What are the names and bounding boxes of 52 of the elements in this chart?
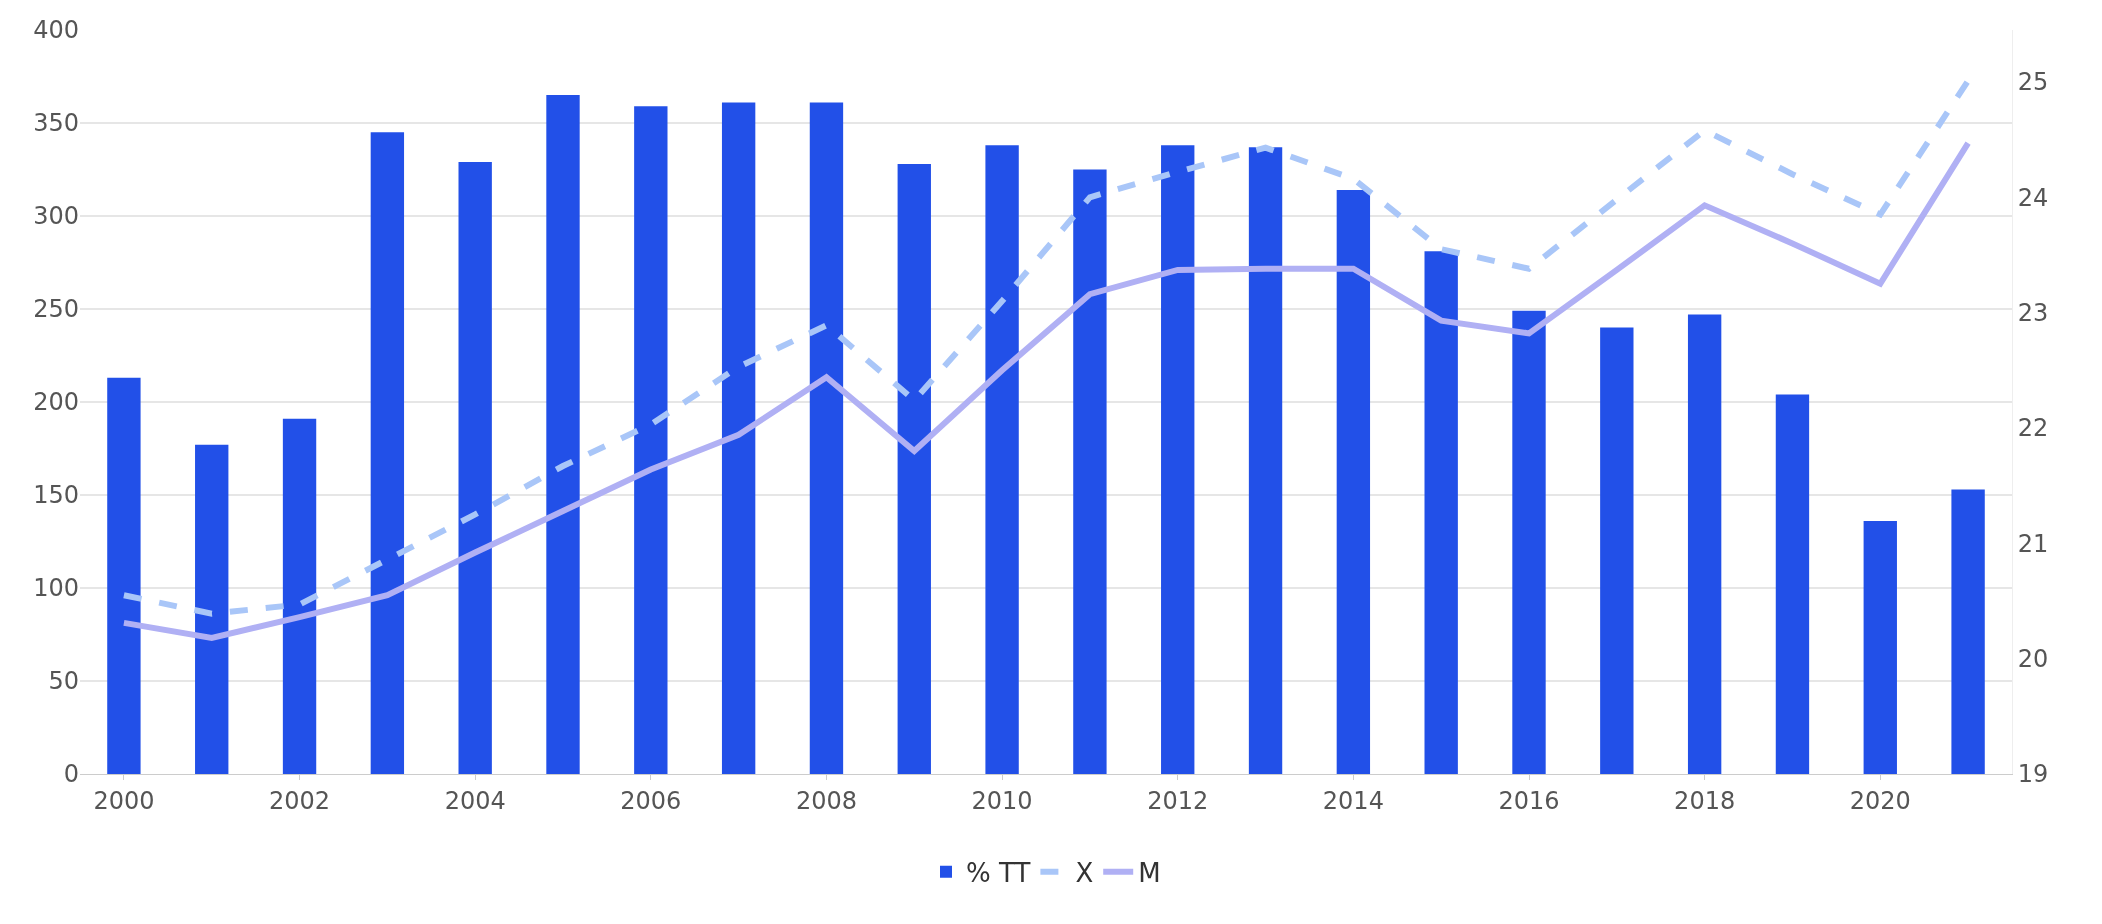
bar (370, 132, 405, 774)
y2-tick-label: 25 (2017, 68, 2049, 97)
x-tick-label: 2010 (971, 786, 1033, 815)
bar (458, 162, 492, 774)
bar (1863, 521, 1897, 774)
x-tick-label: 2016 (1498, 786, 1560, 815)
bar (1336, 189, 1371, 774)
legend-label: X (1075, 857, 1094, 888)
bar (107, 377, 141, 774)
bar (1951, 489, 1985, 774)
x-tick-label: 2000 (93, 786, 155, 815)
x-tick-label: 2002 (269, 786, 331, 815)
y2-tick-label: 24 (2017, 183, 2049, 212)
x-tick-label: 2008 (795, 786, 857, 815)
y2-tick-label: 19 (2017, 760, 2049, 789)
bar (1775, 394, 1810, 774)
y2-tick-label: 22 (2017, 414, 2049, 443)
bar (634, 106, 668, 774)
legend-label: M (1138, 857, 1161, 888)
x-tick-label: 2014 (1322, 786, 1384, 815)
y2-tick-label: 21 (2017, 529, 2049, 558)
bar (985, 145, 1019, 774)
y-tick-label: 50 (48, 667, 79, 696)
y-tick-label: 250 (33, 295, 79, 324)
bar (1073, 169, 1107, 774)
legend-label: % TT (966, 857, 1031, 888)
y-tick-label: 400 (33, 16, 79, 45)
bar (1687, 314, 1722, 774)
bar (282, 418, 317, 774)
bar (1600, 327, 1634, 774)
y2-tick-label: 23 (2017, 299, 2049, 327)
y-tick-label: 100 (33, 574, 79, 603)
bar (546, 95, 580, 774)
bar (1248, 147, 1283, 774)
bar (897, 163, 931, 774)
bar (1424, 251, 1458, 774)
bar (809, 102, 844, 774)
bar (1161, 145, 1195, 774)
bar (195, 444, 229, 774)
bar (721, 102, 756, 774)
y-tick-label: 0 (63, 760, 79, 789)
x-tick-label: 2020 (1849, 786, 1911, 815)
y-tick-label: 150 (33, 481, 79, 510)
y-tick-label: 350 (33, 109, 79, 138)
bar (1512, 310, 1546, 774)
x-tick-label: 2006 (620, 786, 682, 815)
x-tick-label: 2012 (1147, 786, 1209, 815)
x-tick-label: 2004 (444, 786, 506, 815)
y2-tick-label: 20 (2017, 645, 2049, 674)
y-tick-label: 200 (33, 388, 79, 417)
x-tick-label: 2018 (1674, 786, 1736, 815)
y-tick-label: 300 (33, 202, 79, 231)
